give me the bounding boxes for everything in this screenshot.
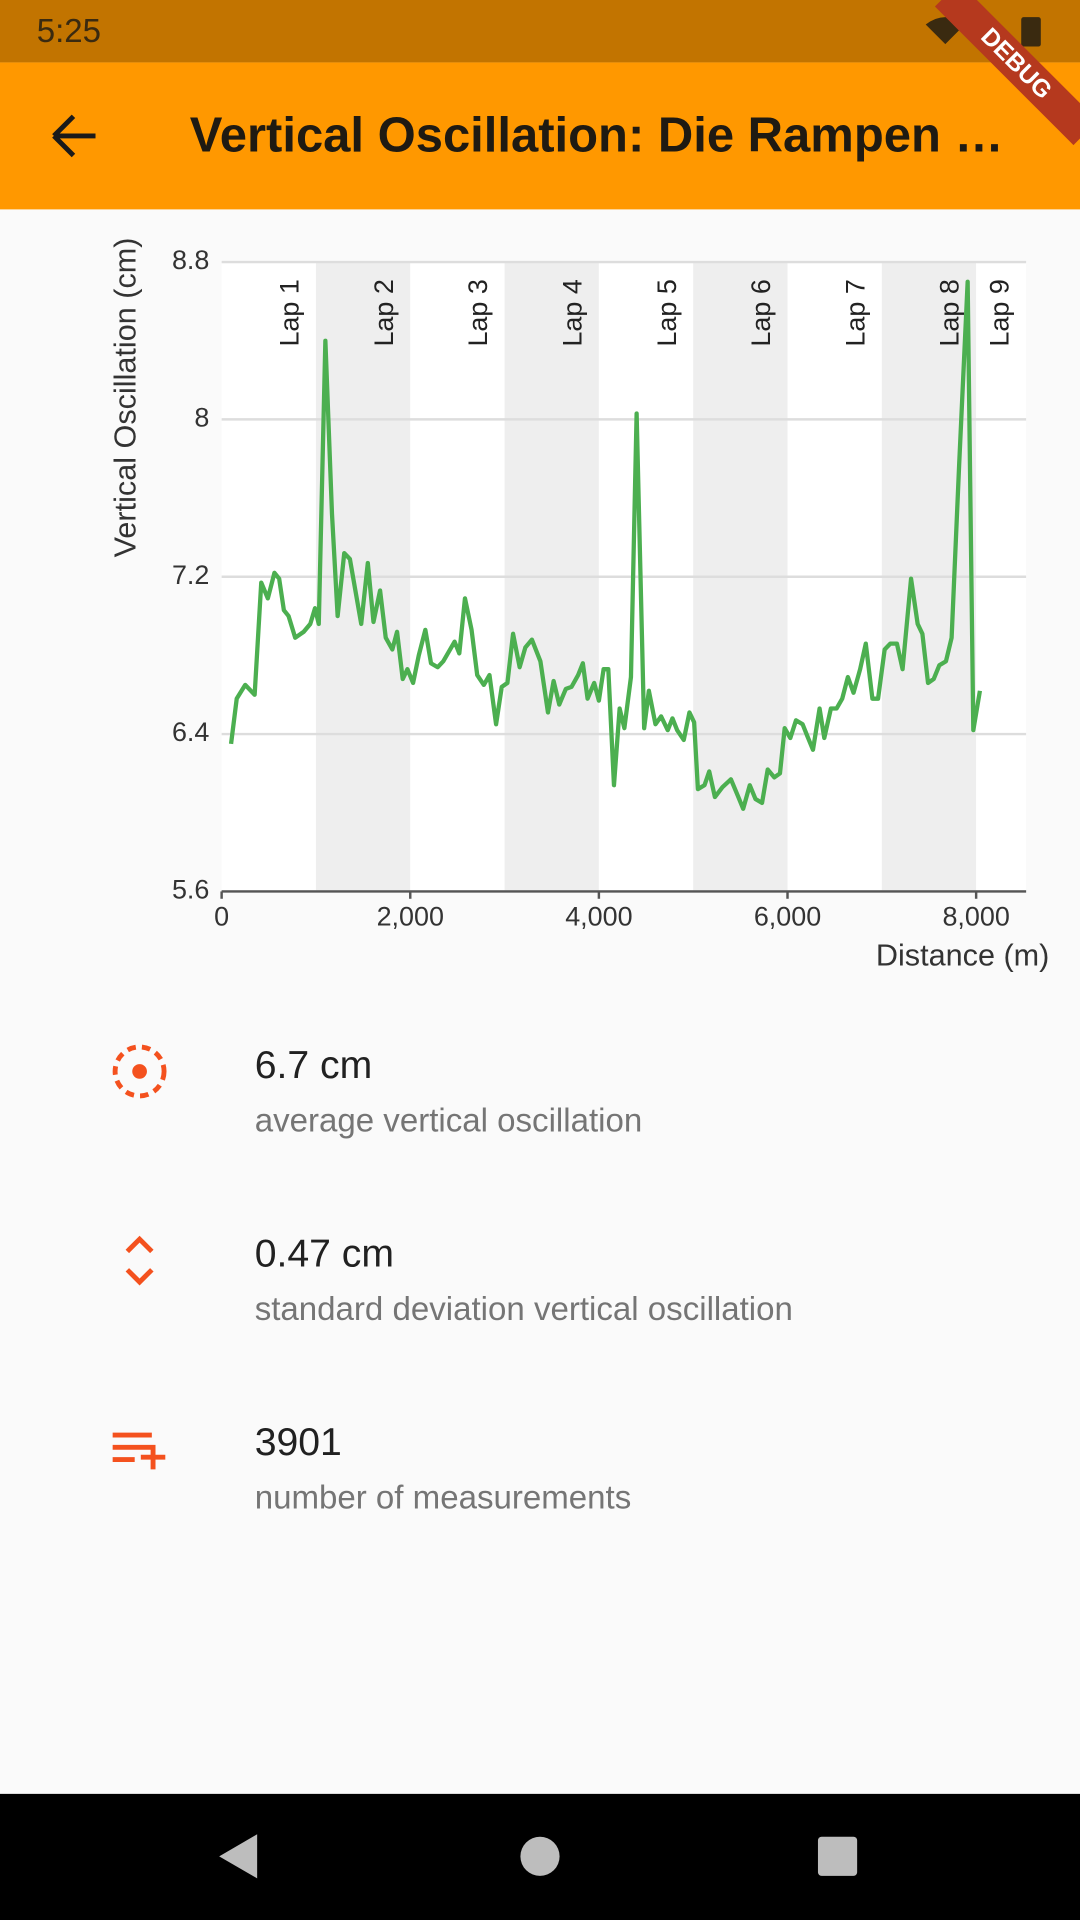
- stat-label: average vertical oscillation: [255, 1103, 643, 1140]
- average-icon: [112, 1044, 167, 1099]
- lap-label: Lap 1: [275, 279, 305, 346]
- nav-back[interactable]: [219, 1834, 258, 1879]
- x-tick-label: 4,000: [565, 901, 632, 931]
- x-tick-label: 6,000: [754, 901, 821, 931]
- y-axis-title: Vertical Oscillation (cm): [108, 238, 142, 558]
- debug-ribbon: [934, 0, 1080, 146]
- stat-value: 3901: [255, 1421, 342, 1464]
- back-button[interactable]: [52, 114, 96, 158]
- lap-label: Lap 2: [369, 279, 399, 346]
- lap-label: Lap 5: [652, 279, 682, 346]
- battery-icon: [1021, 17, 1041, 47]
- app-bar: [0, 62, 1080, 210]
- y-tick-label: 6.4: [172, 717, 209, 747]
- x-tick-label: 8,000: [942, 901, 1009, 931]
- y-tick-label: 7.2: [172, 560, 209, 590]
- nav-home[interactable]: [520, 1836, 560, 1876]
- deviation-icon: [125, 1235, 154, 1286]
- count-icon: [112, 1432, 166, 1470]
- x-axis-title: Distance (m): [876, 939, 1049, 973]
- average-icon-dot: [132, 1064, 147, 1079]
- lap-label: Lap 3: [463, 279, 493, 346]
- lap-label: Lap 6: [746, 279, 776, 346]
- lap-label: Lap 8: [935, 279, 965, 346]
- y-tick-label: 8: [194, 402, 209, 432]
- stat-label: standard deviation vertical oscillation: [255, 1291, 793, 1328]
- lap-label: Lap 4: [558, 279, 588, 346]
- status-time: 5:25: [37, 13, 101, 50]
- stat-item: 3901 number of measurements: [112, 1421, 632, 1517]
- lap-label: Lap 9: [985, 279, 1015, 346]
- x-tick-label: 0: [214, 901, 229, 931]
- status-bar: [0, 0, 1080, 63]
- nav-recents[interactable]: [817, 1836, 858, 1876]
- data-line: [228, 279, 983, 811]
- app-bar-title: Vertical Oscillation: Die Rampen …: [190, 108, 1004, 162]
- lap-label: Lap 7: [840, 279, 870, 346]
- x-tick-label: 2,000: [377, 901, 444, 931]
- stat-value: 6.7 cm: [255, 1044, 373, 1087]
- stat-value: 0.47 cm: [255, 1233, 394, 1276]
- stat-label: number of measurements: [255, 1480, 632, 1517]
- stat-item: 0.47 cm standard deviation vertical osci…: [125, 1233, 793, 1328]
- chart: 5.6 6.4 7.2 8 8.8 0 2,000 4,000 6,000 8,000 Lap 1 L…: [108, 238, 1049, 973]
- stat-item: 6.7 cm average vertical oscillation: [112, 1044, 643, 1140]
- y-tick-label: 8.8: [172, 245, 209, 275]
- y-tick-label: 5.6: [172, 875, 209, 905]
